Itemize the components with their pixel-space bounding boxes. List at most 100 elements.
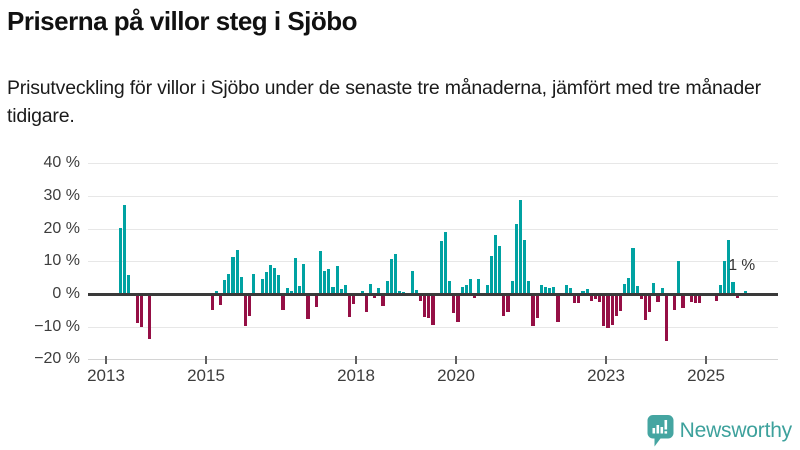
x-axis-tick-mark <box>205 355 207 364</box>
bar <box>306 294 310 319</box>
x-axis-tick-label: 2013 <box>87 366 125 385</box>
bar <box>452 294 456 313</box>
x-axis-tick-label: 2018 <box>337 366 375 385</box>
bar <box>127 275 131 294</box>
bar <box>268 264 273 294</box>
bar <box>335 266 339 294</box>
bar <box>514 223 518 294</box>
bar <box>118 227 123 294</box>
bar <box>606 294 610 329</box>
bar <box>564 285 568 294</box>
x-axis-tick-mark <box>605 355 607 364</box>
bar <box>523 240 527 294</box>
newsworthy-logo: Newsworthy <box>647 415 792 447</box>
newsworthy-brand-text: Newsworthy <box>679 419 793 442</box>
x-axis-tick-label: 2025 <box>687 366 725 385</box>
bar <box>148 294 152 340</box>
y-gridline <box>88 261 778 263</box>
bar <box>231 256 235 294</box>
bar <box>498 245 502 294</box>
bar <box>264 271 268 294</box>
bar <box>731 281 735 294</box>
bar <box>235 249 239 294</box>
bar <box>314 294 318 308</box>
bar <box>123 205 127 294</box>
bar <box>139 294 143 327</box>
bar <box>243 294 248 326</box>
x-axis-tick-label: 2020 <box>437 366 475 385</box>
bar <box>260 279 264 294</box>
bar <box>385 281 389 294</box>
x-axis-tick-mark <box>705 355 707 364</box>
bar <box>485 284 489 294</box>
bar <box>643 294 648 321</box>
bar <box>502 294 506 316</box>
bar <box>573 294 577 304</box>
bar <box>456 294 460 323</box>
bar <box>464 284 468 294</box>
bar <box>135 294 139 324</box>
bar <box>368 283 373 294</box>
bar <box>298 286 302 294</box>
y-gridline <box>88 228 778 230</box>
x-axis-tick-label: 2015 <box>187 366 225 385</box>
y-axis-tick-label: −20 % <box>34 350 80 368</box>
bar <box>539 284 543 294</box>
y-gridline <box>88 359 778 361</box>
bar <box>735 294 739 298</box>
bar <box>543 287 548 294</box>
y-axis-tick-label: 20 % <box>43 219 80 237</box>
bar <box>489 256 493 294</box>
bar <box>581 290 585 294</box>
bar <box>723 260 727 294</box>
bar <box>714 294 718 302</box>
latest-value-annotation: 1 % <box>728 257 756 274</box>
bar <box>585 289 589 294</box>
bar <box>577 294 581 304</box>
bar <box>273 268 277 294</box>
page-title: Priserna på villor steg i Sjöbo <box>7 6 358 36</box>
bar <box>352 294 356 305</box>
zero-baseline <box>88 292 778 296</box>
x-axis-tick-label: 2023 <box>587 366 625 385</box>
bar <box>698 294 702 304</box>
bar <box>618 294 623 311</box>
bar <box>364 294 368 312</box>
y-axis-tick-label: 0 % <box>52 285 80 302</box>
bar <box>743 290 748 294</box>
bar <box>627 277 631 294</box>
newsworthy-bubble-chart-icon <box>647 415 674 447</box>
bar <box>327 269 331 294</box>
bar <box>473 294 477 298</box>
bar <box>527 281 531 294</box>
bar <box>535 294 539 318</box>
bar <box>552 287 556 294</box>
chart-subtitle: Prisutveckling för villor i Sjöbo under … <box>7 77 761 127</box>
bar <box>681 294 685 309</box>
bar <box>389 258 393 294</box>
bar <box>631 248 635 294</box>
bar <box>218 294 223 306</box>
bar <box>281 294 285 311</box>
bar <box>660 288 664 294</box>
bar <box>510 281 514 294</box>
bar <box>568 288 573 294</box>
bar <box>518 200 523 294</box>
bar <box>393 254 398 294</box>
bar <box>323 271 327 294</box>
bar <box>289 290 293 294</box>
bar <box>373 294 377 298</box>
bar <box>223 280 227 294</box>
x-axis-tick-mark <box>355 355 357 364</box>
bar <box>302 264 306 294</box>
y-gridline <box>88 195 778 197</box>
bar <box>677 261 681 294</box>
bar <box>252 273 256 294</box>
bar <box>477 278 481 294</box>
bar <box>214 290 218 294</box>
bar <box>277 275 281 294</box>
bar <box>239 276 243 294</box>
bar <box>593 294 598 299</box>
bar <box>598 294 602 303</box>
